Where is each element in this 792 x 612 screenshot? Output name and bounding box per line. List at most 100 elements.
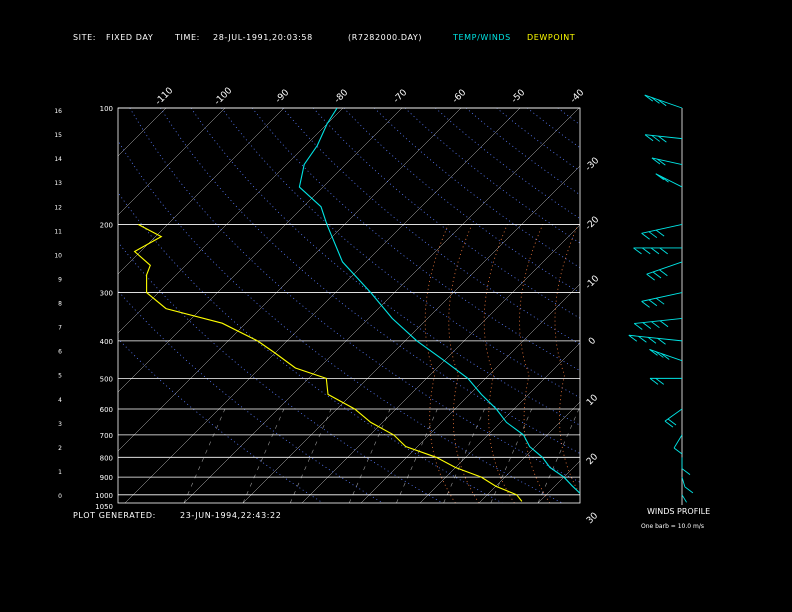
temperature-tick-label: -100: [213, 86, 235, 108]
mixing-ratio-line: [289, 408, 332, 503]
height-tick-label: 16: [54, 108, 62, 115]
wind-barb: [651, 157, 683, 165]
temperature-tick-label: -90: [274, 88, 292, 106]
pressure-tick-label: 300: [100, 290, 113, 298]
legend-dewpoint: DEWPOINT: [527, 33, 576, 42]
mixing-ratio-line: [242, 408, 285, 503]
height-tick-label: 2: [58, 445, 62, 452]
dry-adiabat: [343, 108, 580, 294]
wind-barb-flag: [667, 418, 677, 426]
dry-adiabat: [160, 108, 580, 454]
isotherm-line: [118, 108, 226, 216]
pressure-tick-label: 700: [100, 432, 113, 440]
temperature-tick-label: 10: [585, 393, 600, 408]
legend-temp: TEMP/WINDS: [453, 33, 511, 42]
isotherm-line: [0, 108, 107, 503]
wind-barb-flag: [652, 271, 662, 279]
dry-adiabat: [118, 290, 384, 503]
saturation-adiabat: [519, 224, 551, 503]
dry-adiabat: [282, 108, 580, 345]
wind-barb-flag: [644, 94, 654, 102]
dry-adiabat: [190, 108, 580, 426]
site-label: SITE:: [73, 33, 97, 42]
pressure-tick-label: 900: [100, 474, 113, 482]
isotherm-line: [242, 165, 580, 503]
wind-barb: [645, 134, 683, 140]
wind-barb-flag: [660, 175, 669, 183]
temperature-tick-label: -50: [510, 88, 528, 106]
diagram-lines: [0, 108, 792, 503]
wind-barb: [664, 408, 683, 422]
temperature-tick-label: -110: [154, 86, 176, 108]
height-tick-label: 9: [58, 276, 62, 283]
height-tick-label: 11: [54, 228, 62, 235]
wind-barb-flag: [660, 353, 670, 360]
height-tick-label: 8: [58, 301, 62, 308]
wind-barb-flag: [658, 135, 667, 143]
height-tick-label: 0: [58, 493, 62, 500]
height-tick-label: 7: [58, 325, 62, 332]
dry-adiabat: [118, 241, 443, 503]
dry-adiabat: [221, 108, 580, 399]
isotherm-line: [124, 108, 521, 503]
wind-barb-flag: [659, 247, 668, 255]
generated-value: 23-JUN-1994,22:43:22: [180, 511, 282, 520]
temperature-tick-label: -20: [584, 215, 602, 233]
wind-profile: [628, 94, 694, 505]
wind-barb-flag: [648, 299, 658, 307]
isotherm-line: [597, 108, 792, 503]
isotherm-line: [118, 108, 344, 334]
wind-barb: [646, 261, 683, 275]
dry-adiabat: [251, 108, 580, 372]
wind-barb-flag: [646, 273, 655, 281]
wind-barb-flag: [673, 447, 683, 455]
pressure-tick-label: 600: [100, 406, 113, 414]
temperature-tick-label: 30: [585, 511, 600, 526]
wind-barb: [628, 334, 683, 342]
dry-adiabat: [526, 108, 580, 149]
wind-barb: [641, 292, 683, 302]
isotherm-line: [478, 401, 580, 503]
saturation-adiabat: [483, 224, 515, 503]
mixing-ratio-line: [490, 408, 532, 503]
wind-barb-flag: [641, 247, 651, 255]
wind-barb-flag: [638, 335, 647, 343]
wind-barb-flag: [655, 297, 665, 305]
mixing-ratio-line: [537, 408, 580, 503]
wind-profile-title: WINDS PROFILE: [647, 507, 711, 516]
height-tick-label: 5: [58, 373, 62, 380]
wind-barb-flag: [657, 337, 666, 345]
dry-adiabat: [312, 108, 580, 319]
isotherm-line: [419, 342, 580, 503]
wind-barb: [655, 173, 683, 188]
height-tick-label: 15: [54, 132, 62, 139]
temperature-tick-label: 0: [587, 336, 598, 347]
dry-adiabat: [465, 108, 580, 196]
wind-barb-flag: [644, 134, 654, 142]
temperature-tick-label: -10: [584, 274, 602, 292]
dry-adiabat: [404, 108, 580, 244]
dry-adiabat: [435, 108, 580, 220]
wind-barb-flag: [664, 420, 674, 428]
dewpoint-profile-line: [133, 223, 523, 502]
dry-adiabat: [118, 338, 324, 503]
wind-barb-flag: [655, 351, 664, 358]
height-tick-label: 1: [58, 469, 62, 476]
wind-barb-flag: [641, 301, 650, 308]
wind-barb-flag: [628, 334, 638, 342]
wind-barb: [644, 94, 683, 109]
temperature-tick-label: -70: [392, 88, 410, 106]
profiles: [133, 108, 580, 502]
saturation-adiabat: [554, 224, 580, 496]
isotherm-line: [118, 108, 285, 275]
site-value: FIXED DAY: [106, 33, 154, 42]
height-tick-label: 3: [58, 421, 62, 428]
plot-border: [117, 107, 581, 504]
pressure-tick-label: 800: [100, 454, 113, 462]
wind-barb-flag: [659, 269, 668, 277]
mixing-ratio-line: [443, 408, 485, 503]
height-tick-label: 14: [54, 156, 62, 163]
wind-barb-flag: [642, 322, 652, 329]
dry-adiabat: [118, 140, 563, 503]
